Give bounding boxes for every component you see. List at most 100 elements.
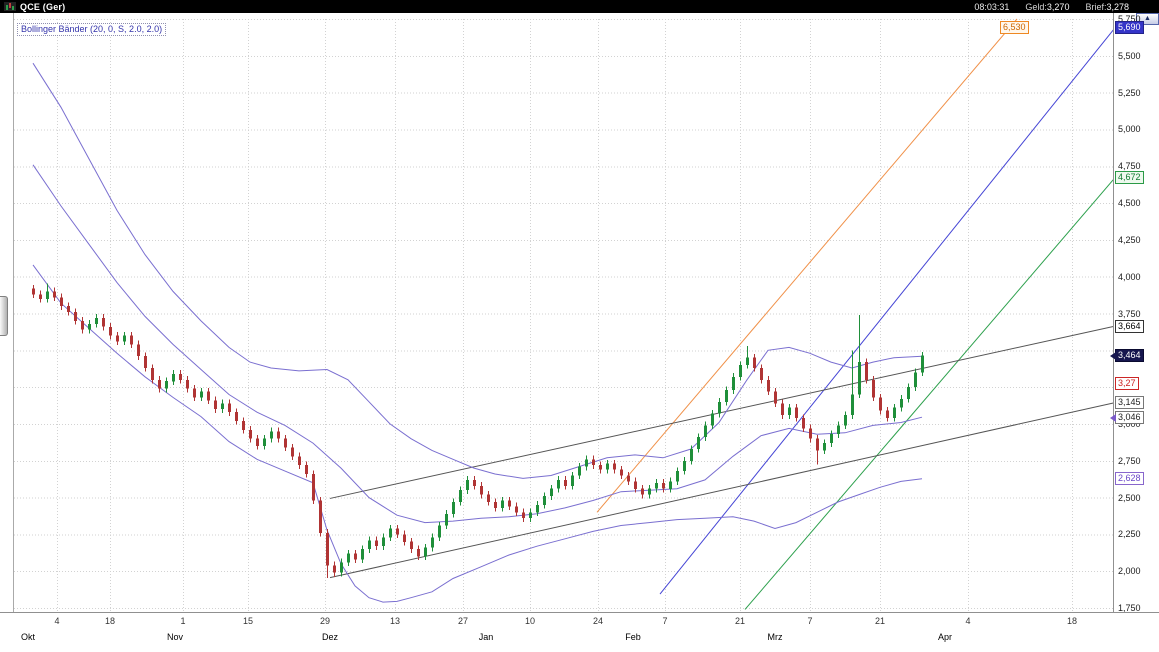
y-axis-label: 1,750 (1118, 603, 1141, 613)
candle-body (165, 381, 168, 389)
time-axis[interactable]: 4 18 1 15 29 13 27 10 24 7 21 7 21 4 18 Okt Nov Dez Jan Feb… (0, 612, 1159, 652)
candle-body (606, 463, 609, 470)
candle-body (235, 412, 238, 421)
bid-value: 3,270 (1046, 1, 1070, 12)
green-trendline (744, 177, 1116, 610)
candle-body (753, 357, 756, 368)
candle-body (305, 465, 308, 474)
candle-body (452, 502, 455, 514)
candle-body (389, 528, 392, 538)
trend-lines-layer (329, 18, 1116, 610)
candle-body (690, 449, 693, 461)
candle-body (291, 447, 294, 457)
candle-body (116, 335, 119, 342)
candle-body (228, 403, 231, 413)
candle-body (256, 438, 259, 447)
candle-body (893, 407, 896, 418)
candle-body (550, 488, 553, 497)
candle-body (200, 391, 203, 398)
title-bar: QCE (Ger) 08:03:31 Geld:3,270 Brief:3,27… (0, 0, 1159, 13)
bollinger-lower-band (32, 264, 923, 603)
candle-body (102, 317, 105, 327)
x-axis-month-label: Okt (20, 632, 36, 642)
candle-body (214, 400, 217, 410)
price-marker-last-price: 3,464 (1110, 349, 1144, 363)
candle-body (585, 459, 588, 467)
candle-body (60, 297, 63, 307)
candle-body (739, 365, 742, 377)
candle-body (109, 326, 112, 336)
x-axis-day-label: 4 (54, 616, 60, 626)
bollinger-middle-band (32, 164, 923, 524)
candle-body (921, 355, 924, 373)
candle-body (900, 398, 903, 408)
candle-body (487, 494, 490, 502)
candle-body (326, 532, 329, 566)
candle-body (333, 565, 336, 573)
y-axis-label: 5,000 (1118, 124, 1141, 135)
y-axis-label: 5,500 (1118, 50, 1141, 61)
y-axis-label: 4,750 (1118, 161, 1141, 172)
orange-trendline (596, 18, 1018, 513)
candle-body (697, 437, 700, 449)
candle-body (95, 317, 98, 324)
candle-body (655, 482, 658, 489)
quote-info: 08:03:31 Geld:3,270 Brief:3,278 (974, 2, 1129, 12)
x-axis-day-label: 7 (807, 616, 813, 626)
marker-arrow-icon (1110, 413, 1116, 422)
candle-body (298, 456, 301, 466)
ask-quote: Brief:3,278 (1085, 2, 1129, 12)
x-axis-day-label: 4 (965, 616, 971, 626)
y-axis-label: 4,000 (1118, 271, 1141, 282)
price-marker-upper-channel-value: 3,664 (1115, 319, 1144, 333)
candle-body (837, 425, 840, 435)
candle-body (564, 479, 567, 486)
candle-body (669, 481, 672, 489)
y-axis-label: 4,500 (1118, 198, 1141, 209)
candle-body (662, 482, 665, 489)
orange-trendline-value-box: 6,530 (1000, 21, 1029, 34)
candle-body (459, 490, 462, 502)
candle-body (193, 388, 196, 398)
marker-arrow-icon (1110, 352, 1116, 361)
candle-body (865, 362, 868, 380)
y-axis-label: 3,750 (1118, 308, 1141, 319)
candle-body (788, 407, 791, 416)
candle-body (270, 431, 273, 439)
x-axis-month-label: Feb (625, 632, 641, 642)
ask-label: Brief: (1085, 1, 1107, 12)
candle-body (613, 463, 616, 470)
x-axis-day-label: 13 (389, 616, 401, 626)
candle-body (599, 465, 602, 470)
candle-body (494, 502, 497, 508)
candle-body (130, 335, 133, 345)
candle-body (634, 481, 637, 489)
candle-body (354, 553, 357, 560)
candle-body (396, 528, 399, 535)
candle-body (137, 344, 140, 357)
panel-splitter-handle[interactable] (0, 296, 8, 336)
candle-body (795, 407, 798, 418)
y-axis-label: 2,000 (1118, 566, 1141, 577)
y-axis-label: 2,500 (1118, 492, 1141, 503)
candle-body (641, 488, 644, 495)
x-axis-day-label: 24 (592, 616, 604, 626)
indicator-label[interactable]: Bollinger Bänder (20, 0, S, 2.0, 2.0) (17, 23, 167, 36)
candle-body (571, 475, 574, 486)
price-axis[interactable]: ▲ 5,750 5,500 5,250 5,000 4,750 4,500 4,250 4,0… (1110, 13, 1159, 613)
candle-body (144, 356, 147, 368)
x-axis-day-label: 15 (242, 616, 254, 626)
candle-body (914, 372, 917, 388)
candle-body (242, 421, 245, 430)
candle-body (312, 474, 315, 501)
candle-body (438, 525, 441, 538)
bid-label: Geld: (1025, 1, 1047, 12)
grid-layer (13, 13, 1113, 612)
candle-body (536, 504, 539, 513)
candle-body (627, 475, 630, 482)
bollinger-bands-layer (32, 62, 923, 603)
x-axis-month-label: Nov (166, 632, 184, 642)
candle-body (557, 479, 560, 489)
x-axis-day-label: 21 (734, 616, 746, 626)
